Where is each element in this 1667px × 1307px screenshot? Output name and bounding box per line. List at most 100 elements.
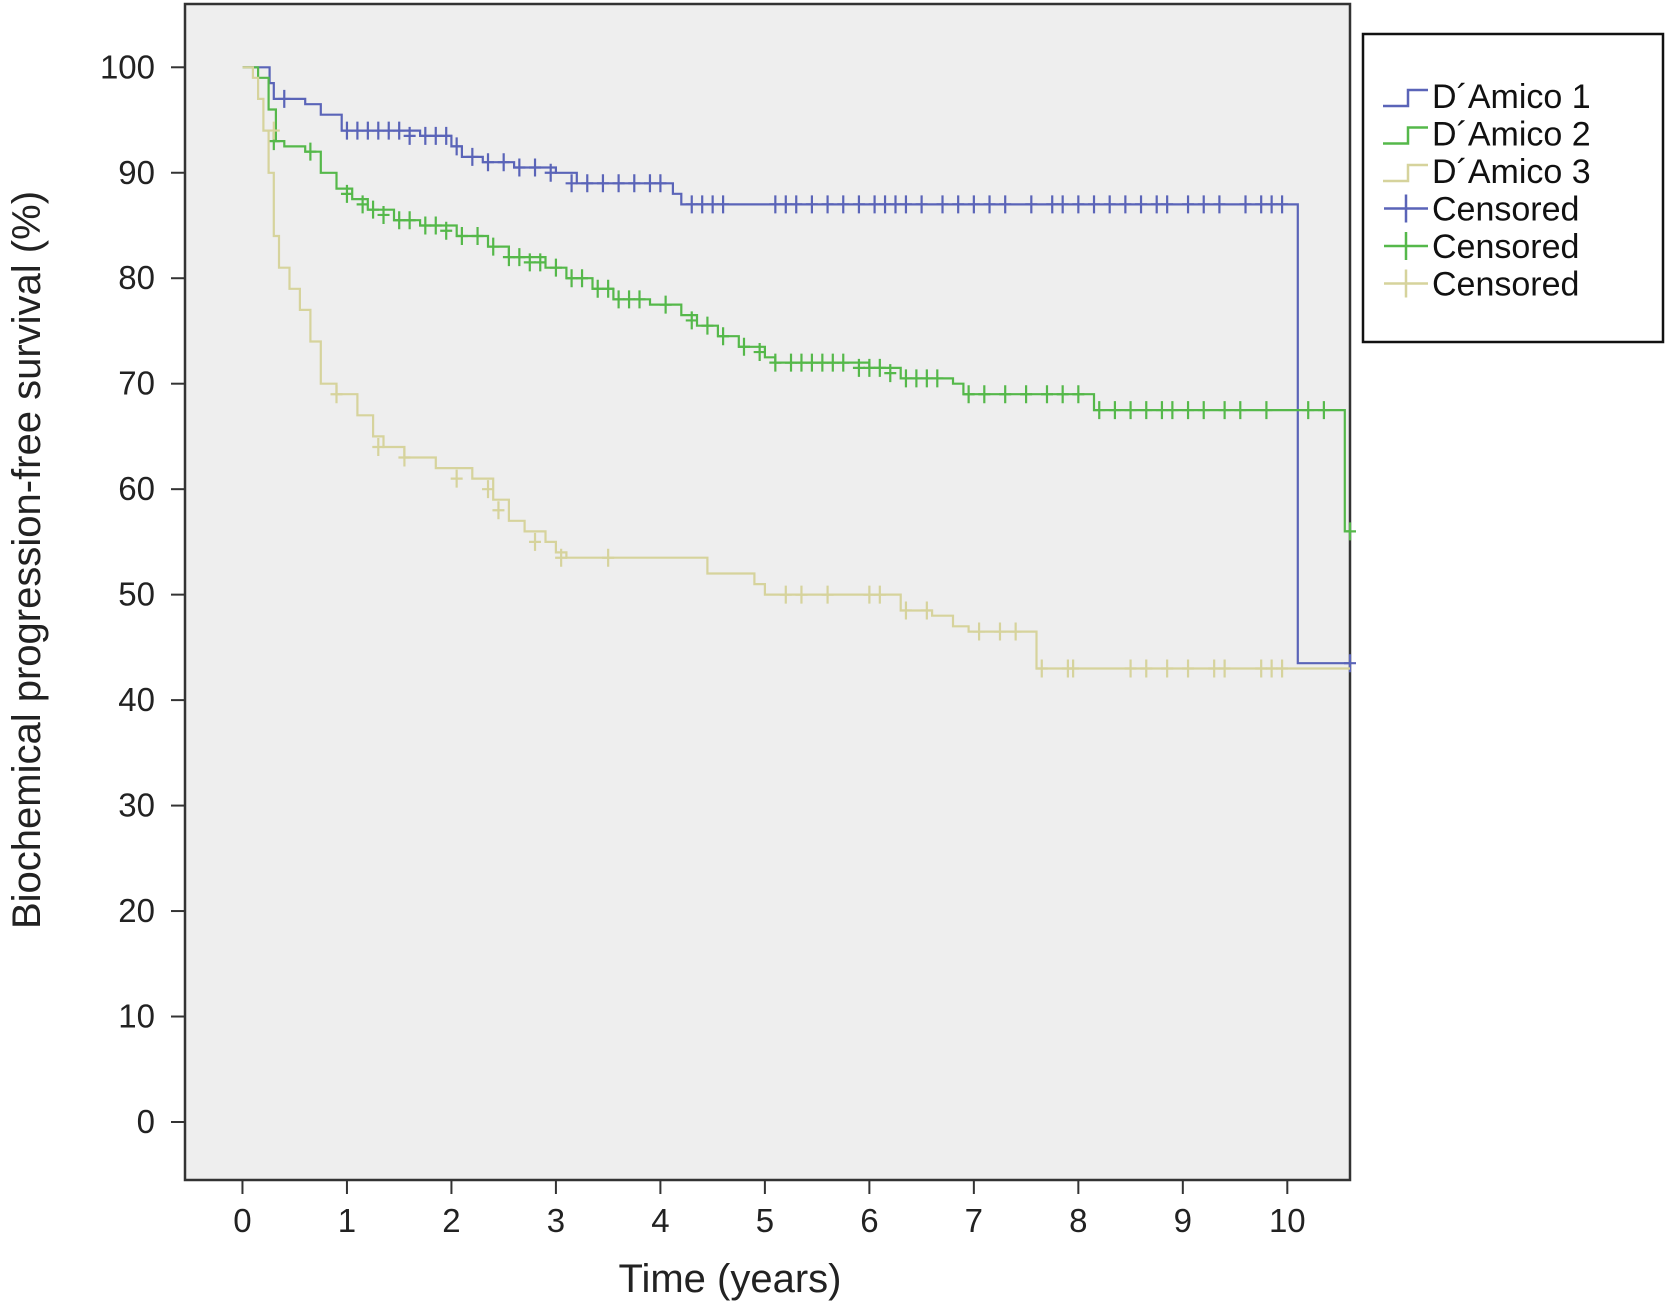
legend-censor-swatch <box>1384 232 1428 260</box>
censor-mark <box>482 480 495 499</box>
censor-mark <box>602 279 615 298</box>
series-layer <box>242 66 1356 678</box>
censor-mark <box>779 585 792 604</box>
y-tick-label: 40 <box>118 681 155 718</box>
censor-mark <box>753 343 766 362</box>
censor-mark <box>340 121 353 140</box>
censor-mark <box>920 369 933 388</box>
censor-mark <box>785 353 798 372</box>
censor-mark <box>450 137 463 156</box>
censor-mark <box>805 195 818 214</box>
censor-mark <box>1197 401 1210 420</box>
series-3 <box>242 66 1350 678</box>
censor-mark <box>1009 622 1022 641</box>
censor-mark <box>565 269 578 288</box>
y-tick-label: 50 <box>118 576 155 613</box>
censor-mark <box>471 227 484 246</box>
legend-label: D´Amico 1 <box>1432 78 1591 116</box>
legend-item: D´Amico 2 <box>1383 116 1591 154</box>
censor-mark <box>1208 659 1221 678</box>
censor-mark <box>1072 195 1085 214</box>
censor-mark <box>931 369 944 388</box>
censor-mark <box>1124 659 1137 678</box>
censor-mark <box>967 195 980 214</box>
censor-mark <box>1255 659 1268 678</box>
censor-mark <box>393 211 406 230</box>
censor-mark <box>993 622 1006 641</box>
censor-mark <box>852 195 865 214</box>
x-tick-label: 1 <box>338 1202 356 1239</box>
censor-mark <box>440 221 453 240</box>
censor-mark <box>1218 401 1231 420</box>
censor-mark <box>1056 385 1069 404</box>
censor-mark <box>795 585 808 604</box>
y-tick-label: 70 <box>118 365 155 402</box>
censor-mark <box>1041 385 1053 404</box>
censor-mark <box>429 126 442 145</box>
censor-mark <box>1239 195 1252 214</box>
censor-mark <box>1088 195 1101 214</box>
censor-mark <box>983 195 996 214</box>
legend-item: Censored <box>1384 191 1579 229</box>
censor-mark <box>821 195 834 214</box>
x-tick-label: 7 <box>965 1202 983 1239</box>
x-tick-label: 0 <box>233 1202 251 1239</box>
y-tick-label: 80 <box>118 259 155 296</box>
censor-mark <box>549 258 562 277</box>
censor-mark <box>633 290 646 309</box>
legend-item: D´Amico 3 <box>1383 153 1591 191</box>
censor-mark <box>529 532 542 551</box>
censor-mark <box>1317 401 1330 420</box>
censor-mark <box>706 195 719 214</box>
x-axis-title: Time (years) <box>619 1257 842 1301</box>
censor-mark <box>1067 659 1080 678</box>
censor-mark <box>330 385 343 404</box>
censor-mark <box>1265 659 1278 678</box>
legend-label: Censored <box>1432 191 1579 229</box>
censor-mark <box>1161 659 1174 678</box>
censor-mark <box>1119 195 1132 214</box>
censor-mark <box>805 353 818 372</box>
censor-mark <box>889 195 902 214</box>
x-tick-label: 6 <box>860 1202 878 1239</box>
censor-mark <box>367 200 380 219</box>
censor-mark <box>899 195 912 214</box>
censor-mark <box>852 358 865 377</box>
censor-mark <box>267 121 280 140</box>
censor-mark <box>340 184 353 203</box>
censor-mark <box>1213 195 1226 214</box>
censor-mark <box>482 153 495 172</box>
series-2 <box>242 66 1356 541</box>
censor-mark <box>1265 195 1278 214</box>
censor-mark <box>1072 385 1085 404</box>
censor-mark <box>1166 401 1179 420</box>
y-tick-label: 30 <box>118 787 155 824</box>
censor-mark <box>419 216 432 235</box>
censor-mark <box>1025 195 1038 214</box>
y-tick-label: 0 <box>137 1103 155 1140</box>
legend-line-swatch <box>1383 88 1428 108</box>
legend-line-swatch <box>1383 163 1428 183</box>
censor-mark <box>910 369 923 388</box>
censor-mark <box>513 248 526 267</box>
plot-area <box>183 2 1352 1182</box>
censor-mark <box>962 385 975 404</box>
censor-mark <box>659 295 672 314</box>
censor-mark <box>643 174 656 193</box>
censor-mark <box>868 195 881 214</box>
censor-mark <box>915 195 928 214</box>
censor-mark <box>1197 195 1210 214</box>
censor-mark <box>837 195 850 214</box>
x-axis: 0 1 2 3 4 5 6 7 8 9 10 <box>233 1180 1306 1239</box>
censor-mark <box>685 195 698 214</box>
legend-label: D´Amico 3 <box>1432 153 1591 191</box>
censor-mark <box>826 353 839 372</box>
censor-mark <box>1056 195 1069 214</box>
censor-mark <box>455 227 468 246</box>
censor-mark <box>513 158 526 177</box>
series-1 <box>242 66 1356 673</box>
censor-mark <box>492 501 505 520</box>
legend: D´Amico 1D´Amico 2D´Amico 3CensoredCenso… <box>1361 32 1665 344</box>
censor-mark <box>696 195 709 214</box>
censor-mark <box>628 174 641 193</box>
